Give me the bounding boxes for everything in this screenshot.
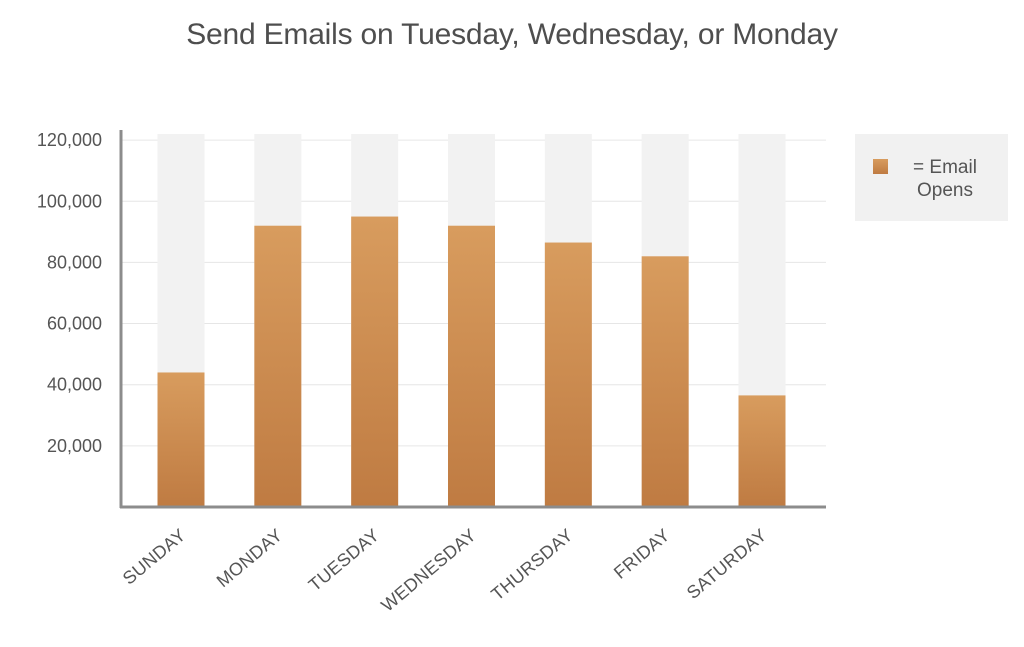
bars <box>157 216 786 508</box>
bar-tuesday <box>351 216 399 507</box>
x-tick-label: SATURDAY <box>683 525 771 603</box>
chart-title: Send Emails on Tuesday, Wednesday, or Mo… <box>186 18 838 51</box>
x-tick-label: TUESDAY <box>305 525 384 595</box>
axes <box>119 130 826 509</box>
y-axis-tick-labels: 20,000 40,000 60,000 80,000 100,000 120,000 <box>37 130 102 456</box>
legend-label: = Email Opens <box>913 157 977 201</box>
y-tick-label: 80,000 <box>47 252 102 272</box>
x-tick-label: SUNDAY <box>119 525 190 589</box>
bar-sunday <box>157 372 205 507</box>
x-tick-label: THURSDAY <box>487 525 577 605</box>
legend-swatch <box>873 159 888 174</box>
bar-wednesday <box>448 225 495 507</box>
bar-monday <box>254 225 302 507</box>
x-tick-label: MONDAY <box>213 525 287 591</box>
y-tick-label: 40,000 <box>47 375 102 395</box>
legend: = Email Opens <box>855 134 1008 221</box>
y-tick-label: 120,000 <box>37 130 102 150</box>
y-tick-label: 100,000 <box>37 191 102 211</box>
x-tick-label: FRIDAY <box>610 525 674 583</box>
bar-friday <box>641 256 689 507</box>
bar-saturday <box>738 395 786 507</box>
y-tick-label: 20,000 <box>47 436 102 456</box>
bar-thursday <box>544 242 592 508</box>
y-tick-label: 60,000 <box>47 314 102 334</box>
x-tick-label: WEDNESDAY <box>377 525 480 616</box>
